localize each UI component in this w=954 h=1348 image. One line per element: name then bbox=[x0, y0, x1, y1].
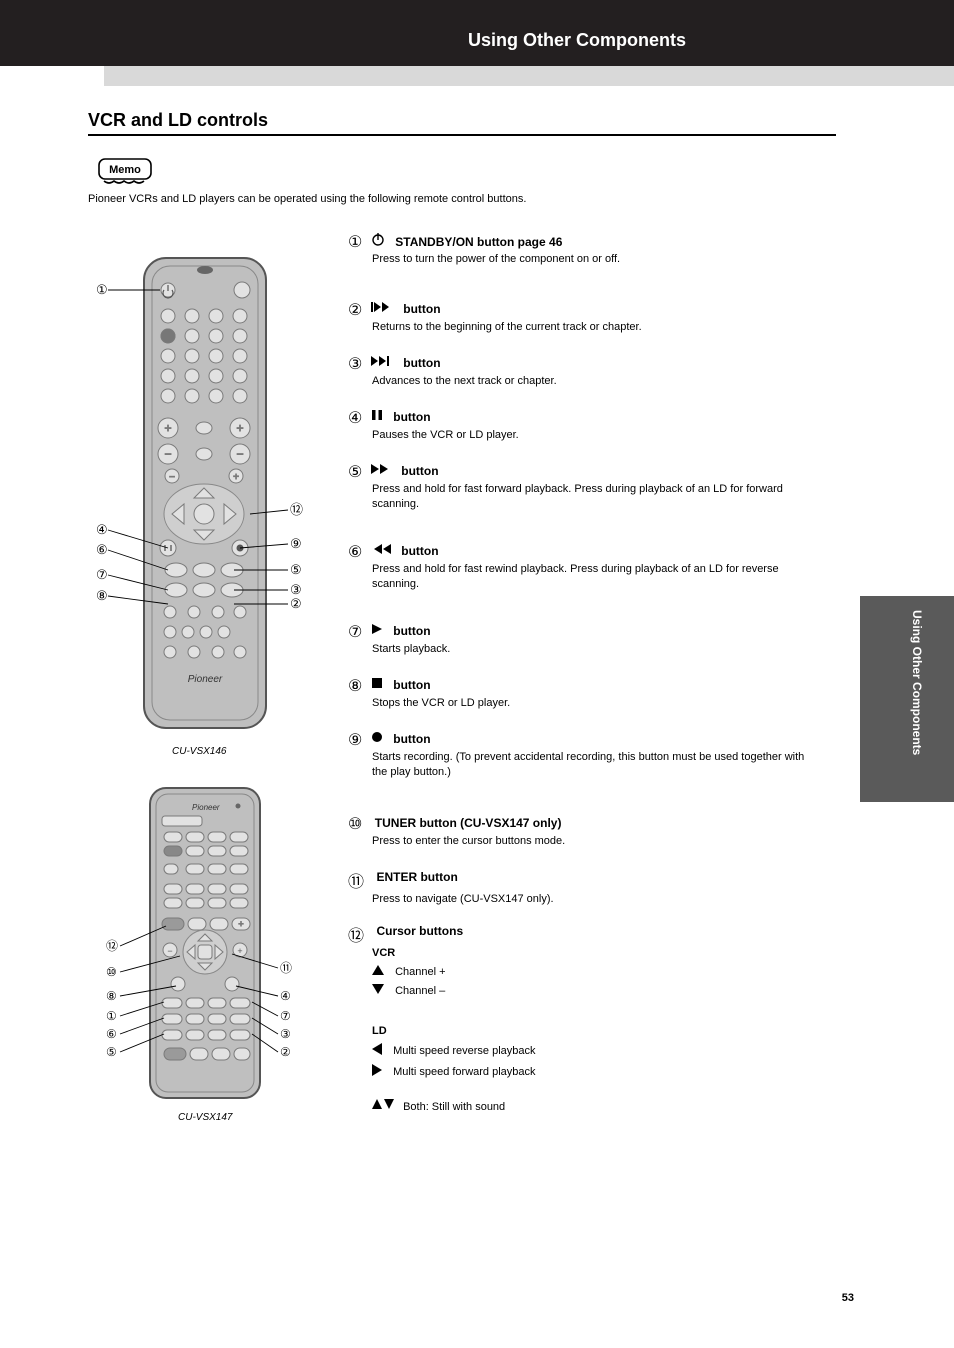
callout-9-desc: Starts recording. (To prevent accidental… bbox=[372, 750, 812, 780]
circled-1-icon: ① bbox=[348, 232, 362, 252]
callout-10: ⑩ TUNER button (CU-VSX147 only) Press to… bbox=[348, 814, 812, 849]
circled-4-icon: ④ bbox=[348, 408, 362, 428]
stop-icon bbox=[371, 676, 383, 694]
callout-1: ① STANDBY/ON button page 46 Press to tur… bbox=[348, 232, 812, 267]
triangle-up-down-icon bbox=[372, 1099, 394, 1116]
callout-1-title: STANDBY/ON button page 46 bbox=[395, 235, 562, 249]
callout-7: ⑦ button Starts playback. bbox=[348, 622, 812, 657]
callout-9: ⑨ button Starts recording. (To prevent a… bbox=[348, 730, 812, 780]
play-icon bbox=[371, 622, 383, 640]
callout-10-desc: Press to enter the cursor buttons mode. bbox=[372, 834, 812, 849]
callout-5-desc: Press and hold for fast forward playback… bbox=[372, 482, 812, 512]
callout-8: ⑧ button Stops the VCR or LD player. bbox=[348, 676, 812, 711]
rewind-icon bbox=[371, 542, 391, 560]
callout-4-title: button bbox=[393, 410, 430, 424]
triangle-right-icon bbox=[372, 1064, 382, 1081]
cursor-ld-block: LD Multi speed reverse playback Multi sp… bbox=[372, 1024, 536, 1115]
svg-text:④: ④ bbox=[280, 989, 291, 1003]
svg-text:②: ② bbox=[280, 1045, 291, 1059]
record-icon bbox=[371, 730, 383, 748]
callout-2: ② button Returns to the beginning of the… bbox=[348, 300, 812, 335]
side-chapter-tab: Using Other Components bbox=[860, 596, 954, 802]
callout-11-desc: Press to navigate (CU-VSX147 only). bbox=[372, 892, 812, 907]
cursor-vcr-down: Channel – bbox=[395, 985, 445, 997]
circled-3-icon: ③ bbox=[348, 354, 362, 374]
circled-6-icon: ⑥ bbox=[348, 542, 362, 562]
callout-12: ⑫ Cursor buttons bbox=[348, 922, 463, 946]
callout-2-title: button bbox=[403, 302, 440, 316]
callout-11: ⑪ ENTER button Press to navigate (CU-VSX… bbox=[348, 868, 812, 907]
svg-text:⑫: ⑫ bbox=[106, 939, 118, 953]
cursor-vcr-block: VCR Channel + Channel – bbox=[372, 946, 446, 999]
remote2-caption: CU-VSX147 bbox=[178, 1112, 232, 1123]
header-subtitle: Using Other Components bbox=[468, 30, 686, 51]
callout-8-title: button bbox=[393, 678, 430, 692]
callout-4-desc: Pauses the VCR or LD player. bbox=[372, 428, 812, 443]
svg-text:⑪: ⑪ bbox=[280, 961, 292, 975]
callout-6-title: button bbox=[401, 544, 438, 558]
pause-icon bbox=[371, 408, 383, 426]
next-track-icon bbox=[371, 354, 393, 372]
callout-12-title: Cursor buttons bbox=[376, 924, 463, 938]
fast-forward-icon bbox=[371, 462, 391, 480]
callout-9-title: button bbox=[393, 732, 430, 746]
cursor-ld-both: Both: Still with sound bbox=[403, 1101, 505, 1113]
callout-10-title: TUNER button (CU-VSX147 only) bbox=[375, 816, 562, 830]
callout-6-desc: Press and hold for fast rewind playback.… bbox=[372, 562, 812, 592]
svg-text:③: ③ bbox=[280, 1027, 291, 1041]
callout-7-title: button bbox=[393, 624, 430, 638]
callout-1-desc: Press to turn the power of the component… bbox=[372, 252, 812, 267]
cursor-vcr-up: Channel + bbox=[395, 966, 445, 978]
svg-text:①: ① bbox=[106, 1009, 117, 1023]
page-number: 53 bbox=[842, 1292, 854, 1304]
remote2-leaders: ⑫ ⑩ ⑧ ① ⑥ ⑤ ⑪ ④ ⑦ ③ ② bbox=[0, 0, 330, 1120]
circled-5-icon: ⑤ bbox=[348, 462, 362, 482]
svg-text:⑤: ⑤ bbox=[106, 1045, 117, 1059]
circled-7-icon: ⑦ bbox=[348, 622, 362, 642]
callout-6: ⑥ button Press and hold for fast rewind … bbox=[348, 542, 812, 592]
callout-8-desc: Stops the VCR or LD player. bbox=[372, 696, 812, 711]
side-tab-label: Using Other Components bbox=[910, 610, 924, 790]
callout-2-desc: Returns to the beginning of the current … bbox=[372, 320, 812, 335]
circled-12-icon: ⑫ bbox=[348, 922, 364, 946]
svg-text:⑧: ⑧ bbox=[106, 989, 117, 1003]
callout-11-title: ENTER button bbox=[376, 870, 457, 884]
triangle-down-icon bbox=[372, 984, 384, 999]
triangle-up-icon bbox=[372, 965, 384, 980]
callout-3-title: button bbox=[403, 356, 440, 370]
callout-4: ④ button Pauses the VCR or LD player. bbox=[348, 408, 812, 443]
circled-10-icon: ⑩ bbox=[348, 814, 362, 834]
callout-3-desc: Advances to the next track or chapter. bbox=[372, 374, 812, 389]
power-icon bbox=[371, 232, 385, 251]
cursor-ld-label: LD bbox=[372, 1024, 536, 1039]
callout-5: ⑤ button Press and hold for fast forward… bbox=[348, 462, 812, 512]
cursor-ld-right: Multi speed forward playback bbox=[393, 1066, 535, 1078]
circled-9-icon: ⑨ bbox=[348, 730, 362, 750]
svg-text:⑩: ⑩ bbox=[106, 965, 117, 979]
callout-7-desc: Starts playback. bbox=[372, 642, 812, 657]
cursor-ld-left: Multi speed reverse playback bbox=[393, 1045, 535, 1057]
circled-11-icon: ⑪ bbox=[348, 868, 364, 892]
callout-5-title: button bbox=[401, 464, 438, 478]
circled-2-icon: ② bbox=[348, 300, 362, 320]
svg-text:⑥: ⑥ bbox=[106, 1027, 117, 1041]
callout-3: ③ button Advances to the next track or c… bbox=[348, 354, 812, 389]
triangle-left-icon bbox=[372, 1043, 382, 1060]
circled-8-icon: ⑧ bbox=[348, 676, 362, 696]
cursor-vcr-label: VCR bbox=[372, 946, 446, 961]
svg-text:⑦: ⑦ bbox=[280, 1009, 291, 1023]
prev-track-icon bbox=[371, 300, 393, 318]
